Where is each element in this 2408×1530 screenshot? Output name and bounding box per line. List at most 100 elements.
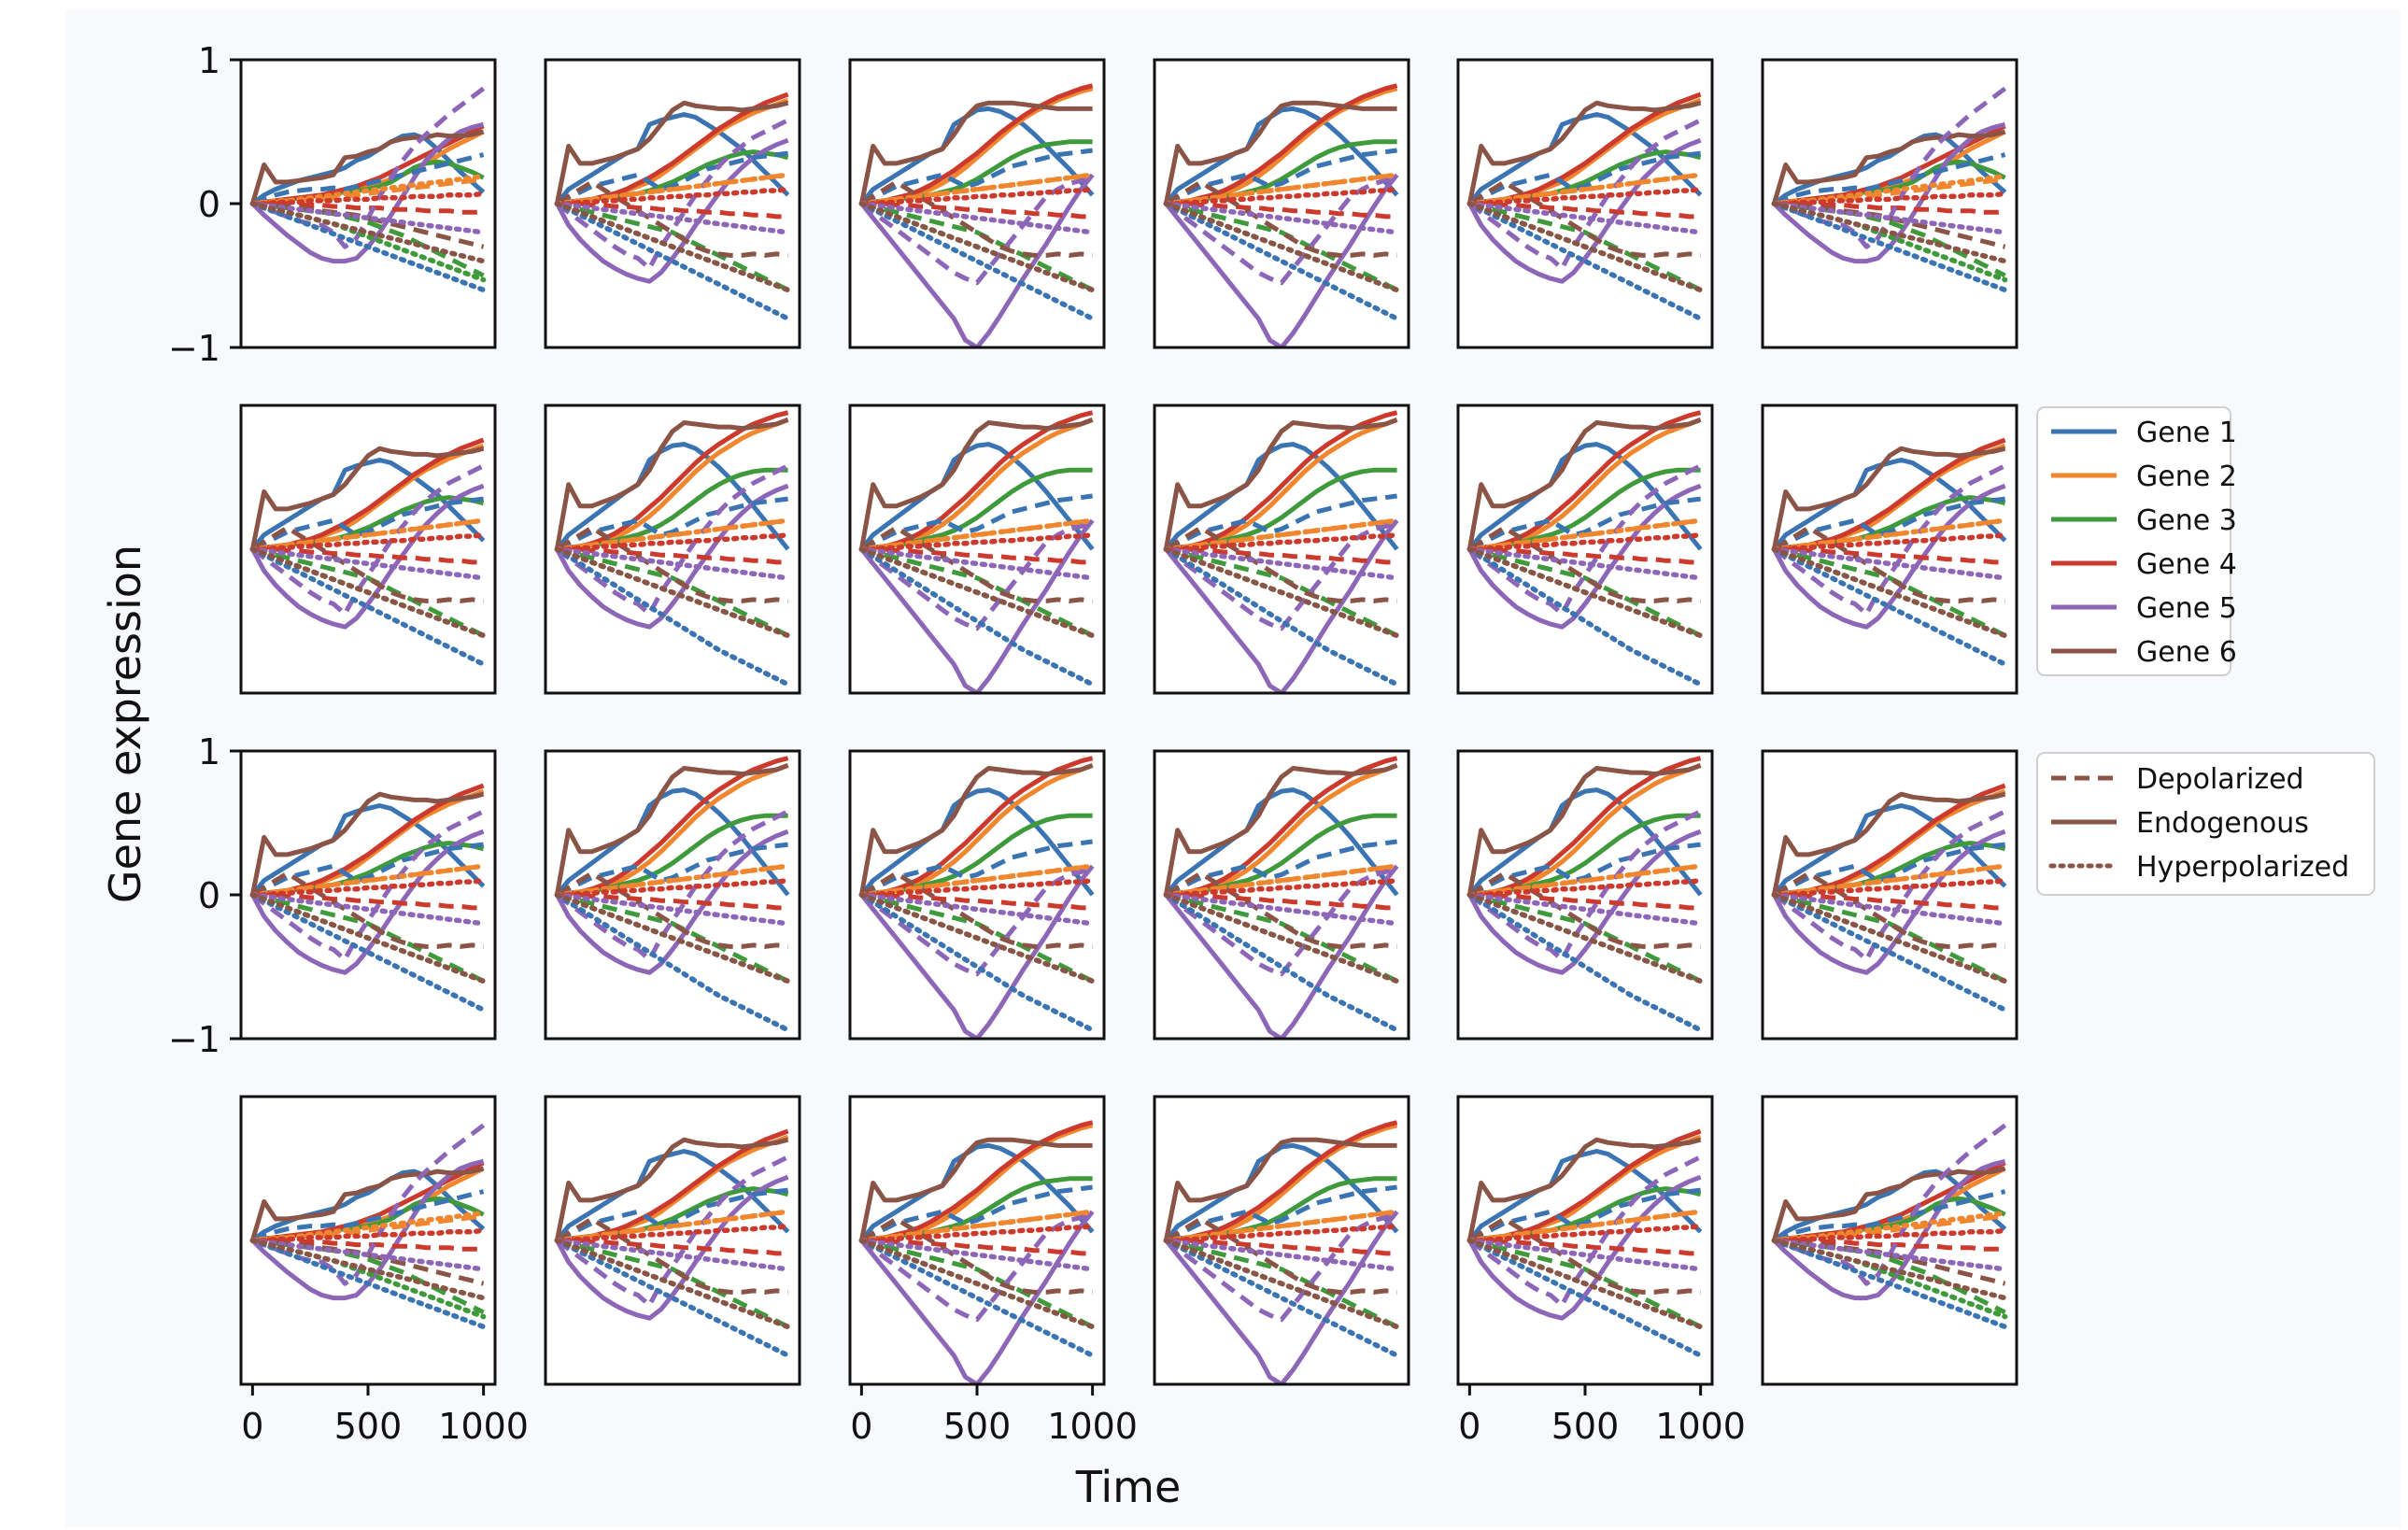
axis-labels: Time Gene expression xyxy=(100,545,1181,1512)
panel-series xyxy=(1771,1123,2008,1330)
panel-series xyxy=(1163,756,1400,1039)
series-gene-4-depolarized xyxy=(557,892,788,911)
panel-series xyxy=(858,83,1096,347)
series-gene-5-depolarized xyxy=(859,520,1094,631)
series-gene-3-depolarized xyxy=(556,201,789,292)
series-gene-4-hyperpolarized xyxy=(1466,186,1704,206)
panel-series xyxy=(249,783,487,1013)
series-gene-2-depolarized xyxy=(1774,1213,2005,1243)
series-gene-4-depolarized xyxy=(1469,546,1701,565)
series-gene-1-hyperpolarized xyxy=(1466,1238,1704,1358)
series-gene-5-depolarized xyxy=(859,175,1094,286)
series-gene-4-depolarized xyxy=(861,546,1093,565)
series-gene-5-endogenous xyxy=(1772,829,2006,975)
x-tick-label: 500 xyxy=(334,1406,403,1447)
panel-r4-c2 xyxy=(544,1095,801,1386)
series-gene-6-hyperpolarized xyxy=(249,892,487,985)
x-tick-label: 500 xyxy=(1551,1406,1620,1447)
series-gene-3-depolarized xyxy=(1468,1238,1702,1329)
panel-series xyxy=(858,756,1096,1039)
series-gene-4-depolarized xyxy=(1774,1238,2005,1252)
series-gene-5-hyperpolarized xyxy=(554,1238,791,1272)
panel-r1-c3 xyxy=(848,58,1106,349)
series-gene-1-endogenous xyxy=(250,803,486,897)
series-gene-6-hyperpolarized xyxy=(249,546,487,639)
panel-series xyxy=(249,437,487,667)
series-gene-6-hyperpolarized xyxy=(858,546,1096,639)
series-gene-1-depolarized xyxy=(860,148,1093,206)
series-gene-1-hyperpolarized xyxy=(249,1238,487,1330)
panel-series xyxy=(1466,756,1704,1033)
series-gene-1-hyperpolarized xyxy=(1163,892,1400,1033)
series-gene-1-hyperpolarized xyxy=(1771,546,2008,667)
series-gene-5-endogenous xyxy=(250,483,485,630)
series-gene-6-hyperpolarized xyxy=(1163,1238,1400,1330)
series-gene-6-depolarized xyxy=(1773,871,2005,949)
series-gene-6-endogenous xyxy=(250,1166,485,1241)
panel-r3-c6 xyxy=(1761,749,2018,1041)
series-gene-5-depolarized xyxy=(250,809,485,962)
x-tick-label: 0 xyxy=(850,1406,872,1447)
series-gene-5-depolarized xyxy=(555,118,789,271)
series-gene-1-endogenous xyxy=(555,787,790,897)
panel-series xyxy=(1466,92,1704,321)
series-gene-5-depolarized xyxy=(555,809,789,962)
series-gene-5-hyperpolarized xyxy=(1163,892,1400,927)
series-gene-6-endogenous xyxy=(1771,791,2006,896)
series-gene-1-hyperpolarized xyxy=(249,546,487,667)
series-gene-6-depolarized xyxy=(860,525,1093,603)
series-gene-1-endogenous xyxy=(1467,1149,1703,1242)
series-gene-4-depolarized xyxy=(557,1238,788,1256)
condition-legend-frame xyxy=(2036,752,2375,896)
series-gene-5-hyperpolarized xyxy=(554,546,791,581)
panel-frame xyxy=(544,58,801,349)
series-gene-5-depolarized xyxy=(1467,1155,1702,1308)
panel-frame xyxy=(1761,58,2018,349)
series-gene-1-hyperpolarized xyxy=(858,546,1096,687)
series-gene-5-endogenous xyxy=(250,829,485,975)
panel-frame xyxy=(544,749,801,1041)
series-gene-1-endogenous xyxy=(1772,803,2007,897)
series-gene-1-hyperpolarized xyxy=(554,546,791,687)
series-gene-1-endogenous xyxy=(1467,112,1703,205)
series-gene-6-endogenous xyxy=(250,129,485,205)
x-tick-label: 1000 xyxy=(1655,1406,1746,1447)
series-gene-1-hyperpolarized xyxy=(1466,201,1704,321)
series-gene-2-hyperpolarized xyxy=(858,1209,1096,1243)
series-gene-1-depolarized xyxy=(860,493,1093,552)
series-gene-6-endogenous xyxy=(1772,1166,2006,1241)
series-gene-6-endogenous xyxy=(1772,129,2006,205)
series-gene-1-depolarized xyxy=(1165,839,1397,898)
series-gene-4-depolarized xyxy=(557,546,788,565)
series-gene-4-depolarized xyxy=(861,892,1093,911)
panel-r2-c2 xyxy=(544,404,801,695)
series-gene-1-depolarized xyxy=(251,152,485,206)
series-gene-3-depolarized xyxy=(252,1238,485,1315)
series-gene-4-hyperpolarized xyxy=(1163,1223,1400,1243)
panel-series xyxy=(1466,1128,1704,1358)
series-gene-1-endogenous xyxy=(859,106,1095,205)
series-gene-2-hyperpolarized xyxy=(1163,172,1400,206)
series-gene-3-depolarized xyxy=(556,892,789,984)
series-gene-1-hyperpolarized xyxy=(1466,892,1704,1033)
series-gene-5-endogenous xyxy=(1164,1210,1399,1384)
series-gene-6-depolarized xyxy=(1773,525,2005,603)
series-gene-6-depolarized xyxy=(860,179,1093,258)
panel-frame xyxy=(1761,404,2018,695)
series-gene-3-depolarized xyxy=(860,201,1094,292)
series-gene-2-hyperpolarized xyxy=(554,172,791,206)
legend-label-depolarized: Depolarized xyxy=(2136,763,2304,796)
series-gene-5-depolarized xyxy=(1164,866,1398,977)
series-gene-4-depolarized xyxy=(252,201,484,215)
series-gene-6-endogenous xyxy=(1771,446,2006,550)
series-gene-6-depolarized xyxy=(1165,179,1397,258)
series-gene-2-hyperpolarized xyxy=(249,517,487,552)
x-tick-label: 1000 xyxy=(1047,1406,1138,1447)
series-gene-3-depolarized xyxy=(1165,546,1398,638)
series-gene-5-hyperpolarized xyxy=(858,1238,1096,1272)
series-gene-1-depolarized xyxy=(1773,842,2005,898)
series-gene-3-depolarized xyxy=(1773,892,2006,984)
series-gene-4-hyperpolarized xyxy=(249,1227,487,1243)
series-gene-1-hyperpolarized xyxy=(1163,546,1400,687)
series-gene-1-endogenous xyxy=(250,458,486,551)
